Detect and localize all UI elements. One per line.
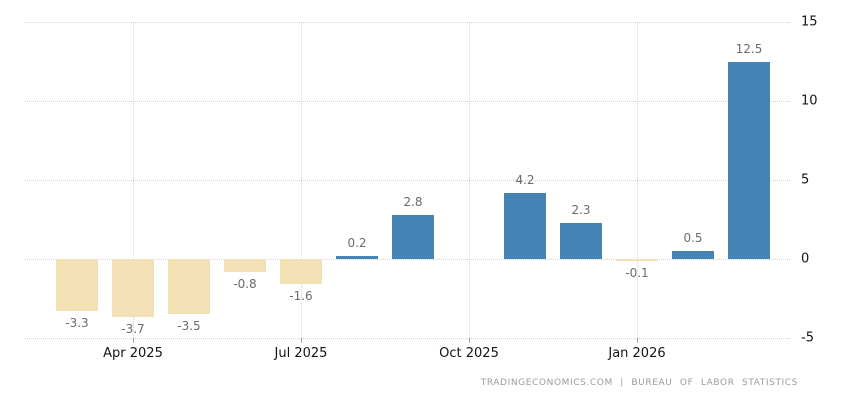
- plot-area: -3.3 -3.7 -3.5 -0.8 -1.6 0.2 2.8 4.2 2.3 -0.1 0.5 1…: [25, 22, 790, 339]
- x-axis-tick: [637, 338, 638, 343]
- h-gridline-5: [25, 180, 790, 181]
- x-axis-tick: [301, 338, 302, 343]
- bar-may-2025: [168, 259, 210, 315]
- v-gridline-apr-2025: [133, 22, 134, 338]
- y-axis-label: 10: [801, 93, 818, 109]
- x-axis-label: Jan 2026: [608, 346, 666, 361]
- bar-jun-2025: [224, 259, 266, 272]
- v-gridline-oct-2025: [469, 22, 470, 338]
- bar-dec-2025: [560, 222, 602, 259]
- bar-mar-2025: [56, 259, 98, 312]
- x-axis-label: Jul 2025: [274, 346, 328, 361]
- v-gridline-jan-2026: [637, 22, 638, 338]
- x-axis-tick: [133, 338, 134, 343]
- x-axis-tick: [469, 338, 470, 343]
- bar-value-label-feb-2026: 0.5: [683, 231, 703, 246]
- bar-value-label-aug-2025: 0.2: [347, 235, 367, 250]
- x-axis-label: Oct 2025: [439, 346, 499, 361]
- bar-apr-2025: [112, 259, 154, 318]
- chart-attribution: TRADINGECONOMICS.COM | BUREAU OF LABOR S…: [480, 378, 798, 388]
- bar-value-label-mar-2025: -3.3: [65, 316, 89, 331]
- bar-value-label-sep-2025: 2.8: [403, 194, 423, 209]
- bar-value-label-may-2025: -3.5: [177, 319, 201, 334]
- x-axis-label: Apr 2025: [103, 346, 163, 361]
- y-axis-label: 15: [801, 14, 818, 30]
- h-gridline-10: [25, 101, 790, 102]
- bar-jul-2025: [280, 259, 322, 285]
- bar-value-label-jun-2025: -0.8: [233, 276, 257, 291]
- bar-feb-2026: [672, 251, 714, 259]
- h-gridline-0: [25, 259, 790, 260]
- bar-value-label-nov-2025: 4.2: [515, 172, 535, 187]
- bar-nov-2025: [504, 192, 546, 259]
- bar-value-label-dec-2025: 2.3: [571, 202, 591, 217]
- bar-aug-2025: [336, 255, 378, 259]
- bar-jan-2026: [616, 259, 658, 261]
- bar-value-label-mar-2026: 12.5: [735, 41, 763, 56]
- h-gridline--5: [25, 338, 790, 339]
- bar-value-label-jan-2026: -0.1: [625, 265, 649, 280]
- y-axis-label: 0: [801, 251, 810, 267]
- bar-value-label-jul-2025: -1.6: [289, 289, 313, 304]
- bar-value-label-apr-2025: -3.7: [121, 322, 145, 337]
- bar-mar-2026: [728, 61, 770, 259]
- y-axis-label: 5: [801, 172, 810, 188]
- bar-sep-2025: [392, 214, 434, 259]
- v-gridline-jul-2025: [301, 22, 302, 338]
- h-gridline-15: [25, 22, 790, 23]
- y-axis-label: -5: [801, 330, 814, 346]
